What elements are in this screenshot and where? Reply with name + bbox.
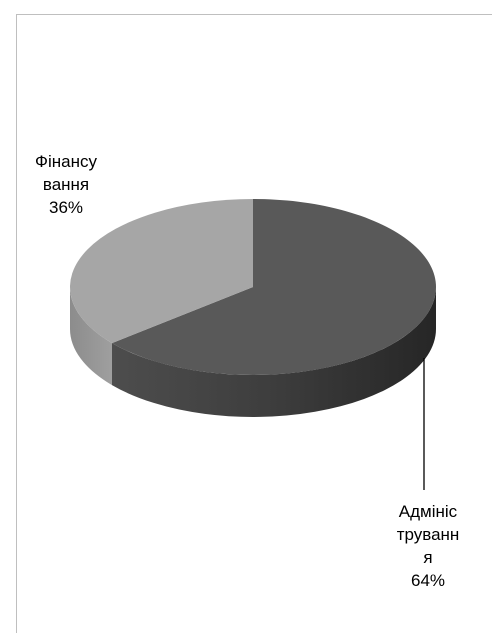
- slice-label-line: вання: [42, 175, 90, 194]
- pie-slice-side: [112, 287, 436, 417]
- slice-label-administration: Адмініс труванн я 64%: [378, 500, 478, 592]
- pie-slice-side: [70, 287, 112, 386]
- slice-label-line: я: [423, 548, 433, 567]
- slice-label-line: труванн: [396, 525, 460, 544]
- slice-value-label: 36%: [48, 198, 84, 217]
- slice-label-line: Адмініс: [398, 502, 458, 521]
- pie-slice: [70, 199, 253, 344]
- pie-slice: [112, 199, 437, 375]
- slice-label-finance: Фінансу вання 36%: [16, 150, 116, 219]
- slice-value-label: 64%: [410, 571, 446, 590]
- slice-label-line: Фінансу: [35, 152, 97, 171]
- chart-area: [16, 14, 492, 633]
